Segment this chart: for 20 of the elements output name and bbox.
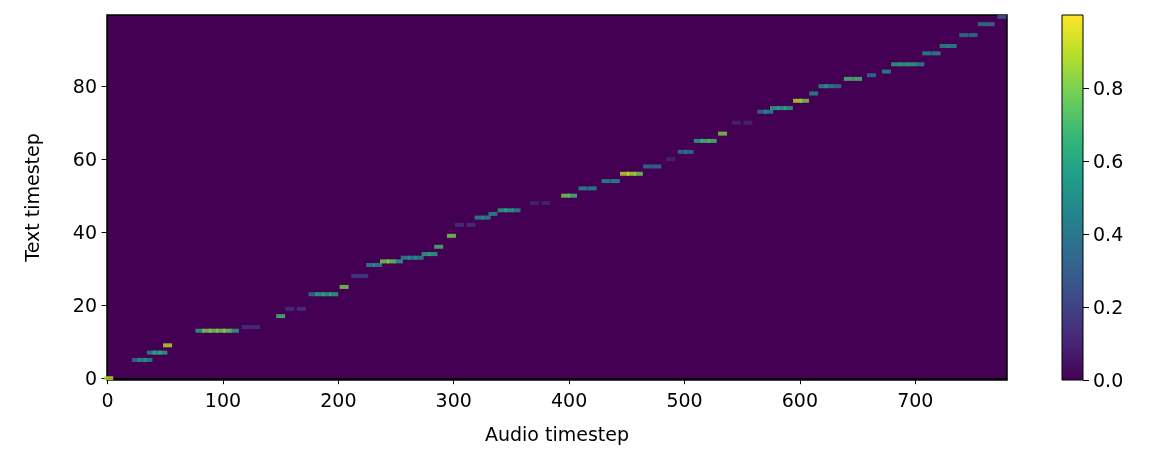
color-bar-label: 0.0: [1093, 369, 1124, 391]
x-tick-label: 600: [781, 388, 819, 411]
x-axis-title: Audio timestep: [484, 422, 630, 445]
y-tick-label: 40: [72, 221, 97, 244]
y-tick-label: 20: [72, 294, 97, 317]
color-bar-label: 0.6: [1093, 150, 1124, 172]
x-tick-label: 400: [550, 388, 588, 411]
x-tick-label: 300: [435, 388, 472, 411]
x-tick-label: 500: [666, 388, 703, 411]
x-tick-label: 0: [101, 388, 114, 411]
x-tick-label: 200: [320, 388, 357, 411]
x-tick-label: 100: [204, 388, 242, 411]
color-bar-label: 0.2: [1093, 296, 1124, 318]
color-bar-label: 0.8: [1093, 77, 1124, 99]
y-tick-label: 80: [72, 75, 97, 98]
color-bar-label: 0.4: [1093, 223, 1124, 245]
x-tick-label: 700: [897, 388, 934, 411]
y-tick-label: 0: [84, 367, 97, 390]
y-tick-label: 60: [72, 148, 97, 171]
y-axis-title: Text timestep: [20, 133, 43, 263]
